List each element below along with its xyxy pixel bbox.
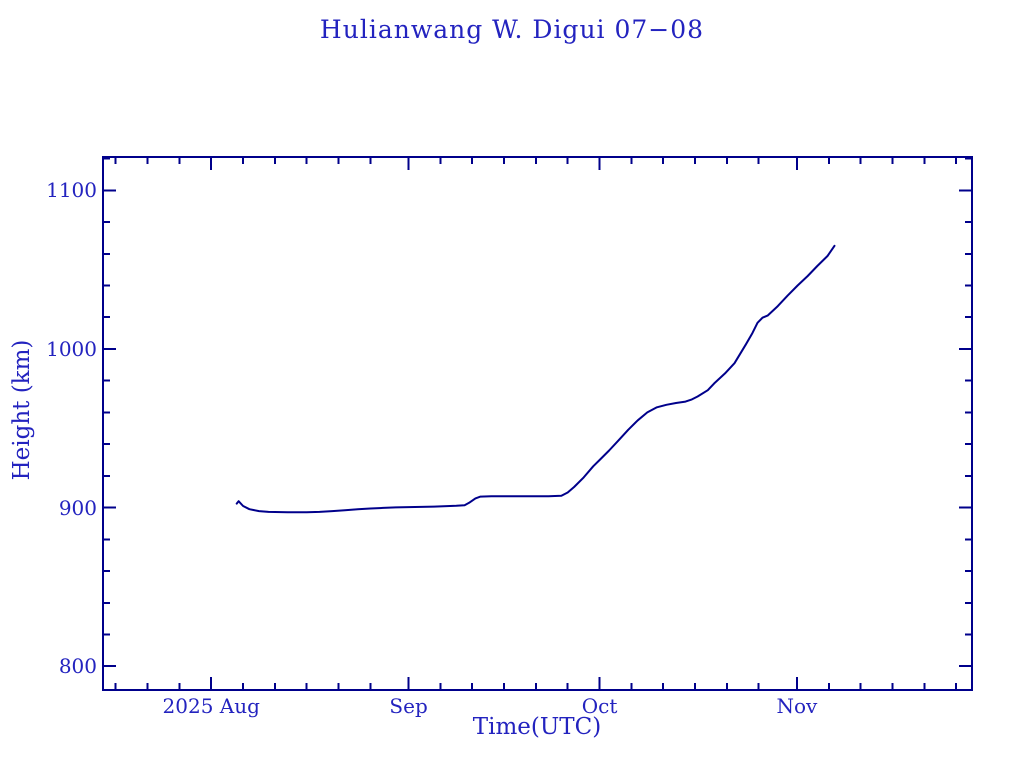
y-tick-label: 900 xyxy=(58,495,97,520)
data-line-height-km xyxy=(235,244,836,514)
y-axis-label: Height (km) xyxy=(9,339,35,481)
y-tick-label: 1100 xyxy=(46,178,97,203)
x-tick-label: Oct xyxy=(581,694,618,718)
x-axis-label: Time(UTC) xyxy=(472,714,602,740)
plot-frame xyxy=(102,156,973,691)
x-tick-label: Sep xyxy=(389,694,428,718)
y-tick-label: 800 xyxy=(58,654,97,679)
y-tick-label: 1000 xyxy=(46,336,97,361)
x-tick-label: 2025 Aug xyxy=(162,694,260,718)
chart-title: Hulianwang W. Digui 07−08 xyxy=(319,15,705,44)
x-tick-label: Nov xyxy=(776,694,818,718)
